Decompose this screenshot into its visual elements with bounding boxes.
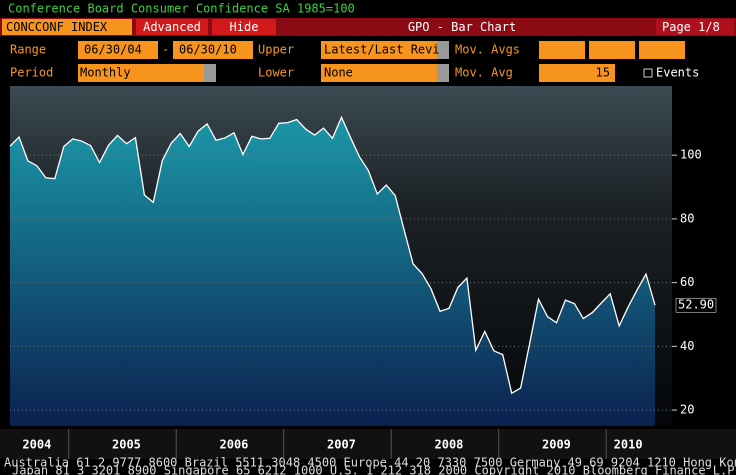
x-tick-label: 2007	[327, 438, 356, 452]
input[interactable]	[173, 41, 253, 59]
input[interactable]	[321, 64, 449, 82]
y-tick-label: 40	[680, 339, 694, 353]
input[interactable]	[321, 41, 449, 59]
advanced-button[interactable]	[136, 19, 208, 35]
label: Mov. Avg	[455, 66, 513, 80]
y-tick-label: 60	[680, 275, 694, 289]
input[interactable]	[589, 41, 635, 59]
page-title: Conference Board Consumer Confidence SA …	[8, 2, 355, 16]
label: Events	[656, 66, 699, 80]
advanced: Advanced	[143, 20, 201, 34]
label: -	[162, 43, 169, 57]
x-tick-label: 2009	[542, 438, 571, 452]
area	[10, 117, 655, 426]
x-tick-label: 2008	[435, 438, 464, 452]
x-tick-label: 2006	[220, 438, 249, 452]
y-tick-label: 100	[680, 148, 702, 162]
input-text: Latest/Last Revi	[324, 43, 440, 57]
dropdown[interactable]	[437, 41, 449, 59]
x-tick-label: 2010	[614, 438, 643, 452]
value-label: 52.90	[678, 298, 714, 312]
input-text: 06/30/04	[84, 43, 142, 57]
x-axis-strip	[0, 429, 736, 459]
x-tick-label: 2005	[112, 438, 141, 452]
footer: Japan 81 3 3201 8900 Singapore 65 6212 1…	[12, 464, 736, 475]
input-text: None	[324, 66, 353, 80]
hide: Hide	[230, 20, 259, 34]
line	[9, 115, 656, 395]
input[interactable]	[78, 41, 158, 59]
hide-button[interactable]	[212, 19, 276, 35]
label: Upper	[258, 43, 294, 57]
input[interactable]	[78, 64, 216, 82]
label: Period	[10, 66, 53, 80]
input-text: Monthly	[80, 66, 131, 80]
input[interactable]	[539, 41, 585, 59]
ticker-box[interactable]	[2, 19, 132, 35]
y-tick-label: 20	[680, 403, 694, 417]
page-box	[656, 19, 734, 35]
page-number: Page 1/8	[662, 20, 720, 34]
checkbox[interactable]	[643, 68, 653, 78]
input-text: 06/30/10	[179, 43, 237, 57]
dropdown[interactable]	[204, 64, 216, 82]
dropdown[interactable]	[437, 64, 449, 82]
value-label-box	[675, 297, 717, 313]
input-text: 15	[596, 66, 610, 80]
input[interactable]	[539, 64, 615, 82]
x-tick-label: 2004	[22, 438, 51, 452]
y-tick-label: 80	[680, 211, 694, 225]
input[interactable]	[639, 41, 685, 59]
ticker: CONCCONF INDEX	[6, 20, 108, 34]
function-name: GPO - Bar Chart	[408, 20, 516, 34]
label: Mov. Avgs	[455, 43, 520, 57]
footer: Australia 61 2 9777 8600 Brazil 5511 304…	[4, 456, 736, 470]
label: Lower	[258, 66, 294, 80]
label: Range	[10, 43, 46, 57]
